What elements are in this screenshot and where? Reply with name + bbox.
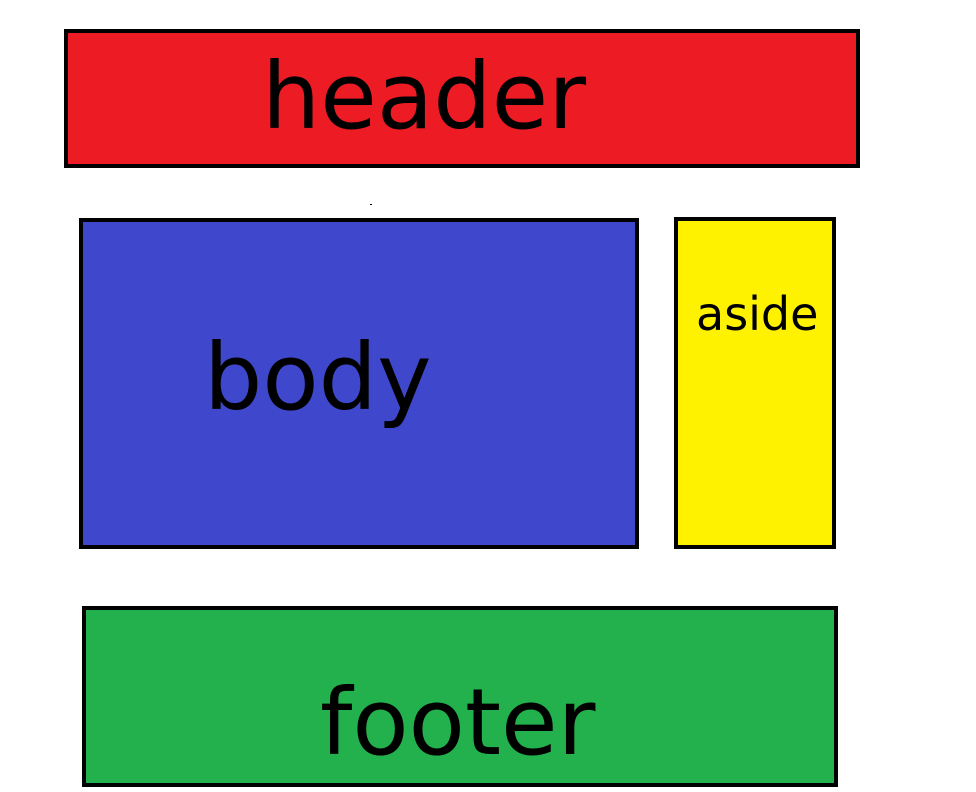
body-label: body xyxy=(204,324,432,431)
aside-label: aside xyxy=(696,287,819,341)
footer-label: footer xyxy=(320,669,596,776)
header-label: header xyxy=(262,43,587,150)
aside-region: aside xyxy=(674,217,836,549)
body-region: body xyxy=(79,218,639,549)
stray-dot xyxy=(370,204,372,205)
footer-region: footer xyxy=(82,606,838,787)
header-region: header xyxy=(64,29,860,168)
